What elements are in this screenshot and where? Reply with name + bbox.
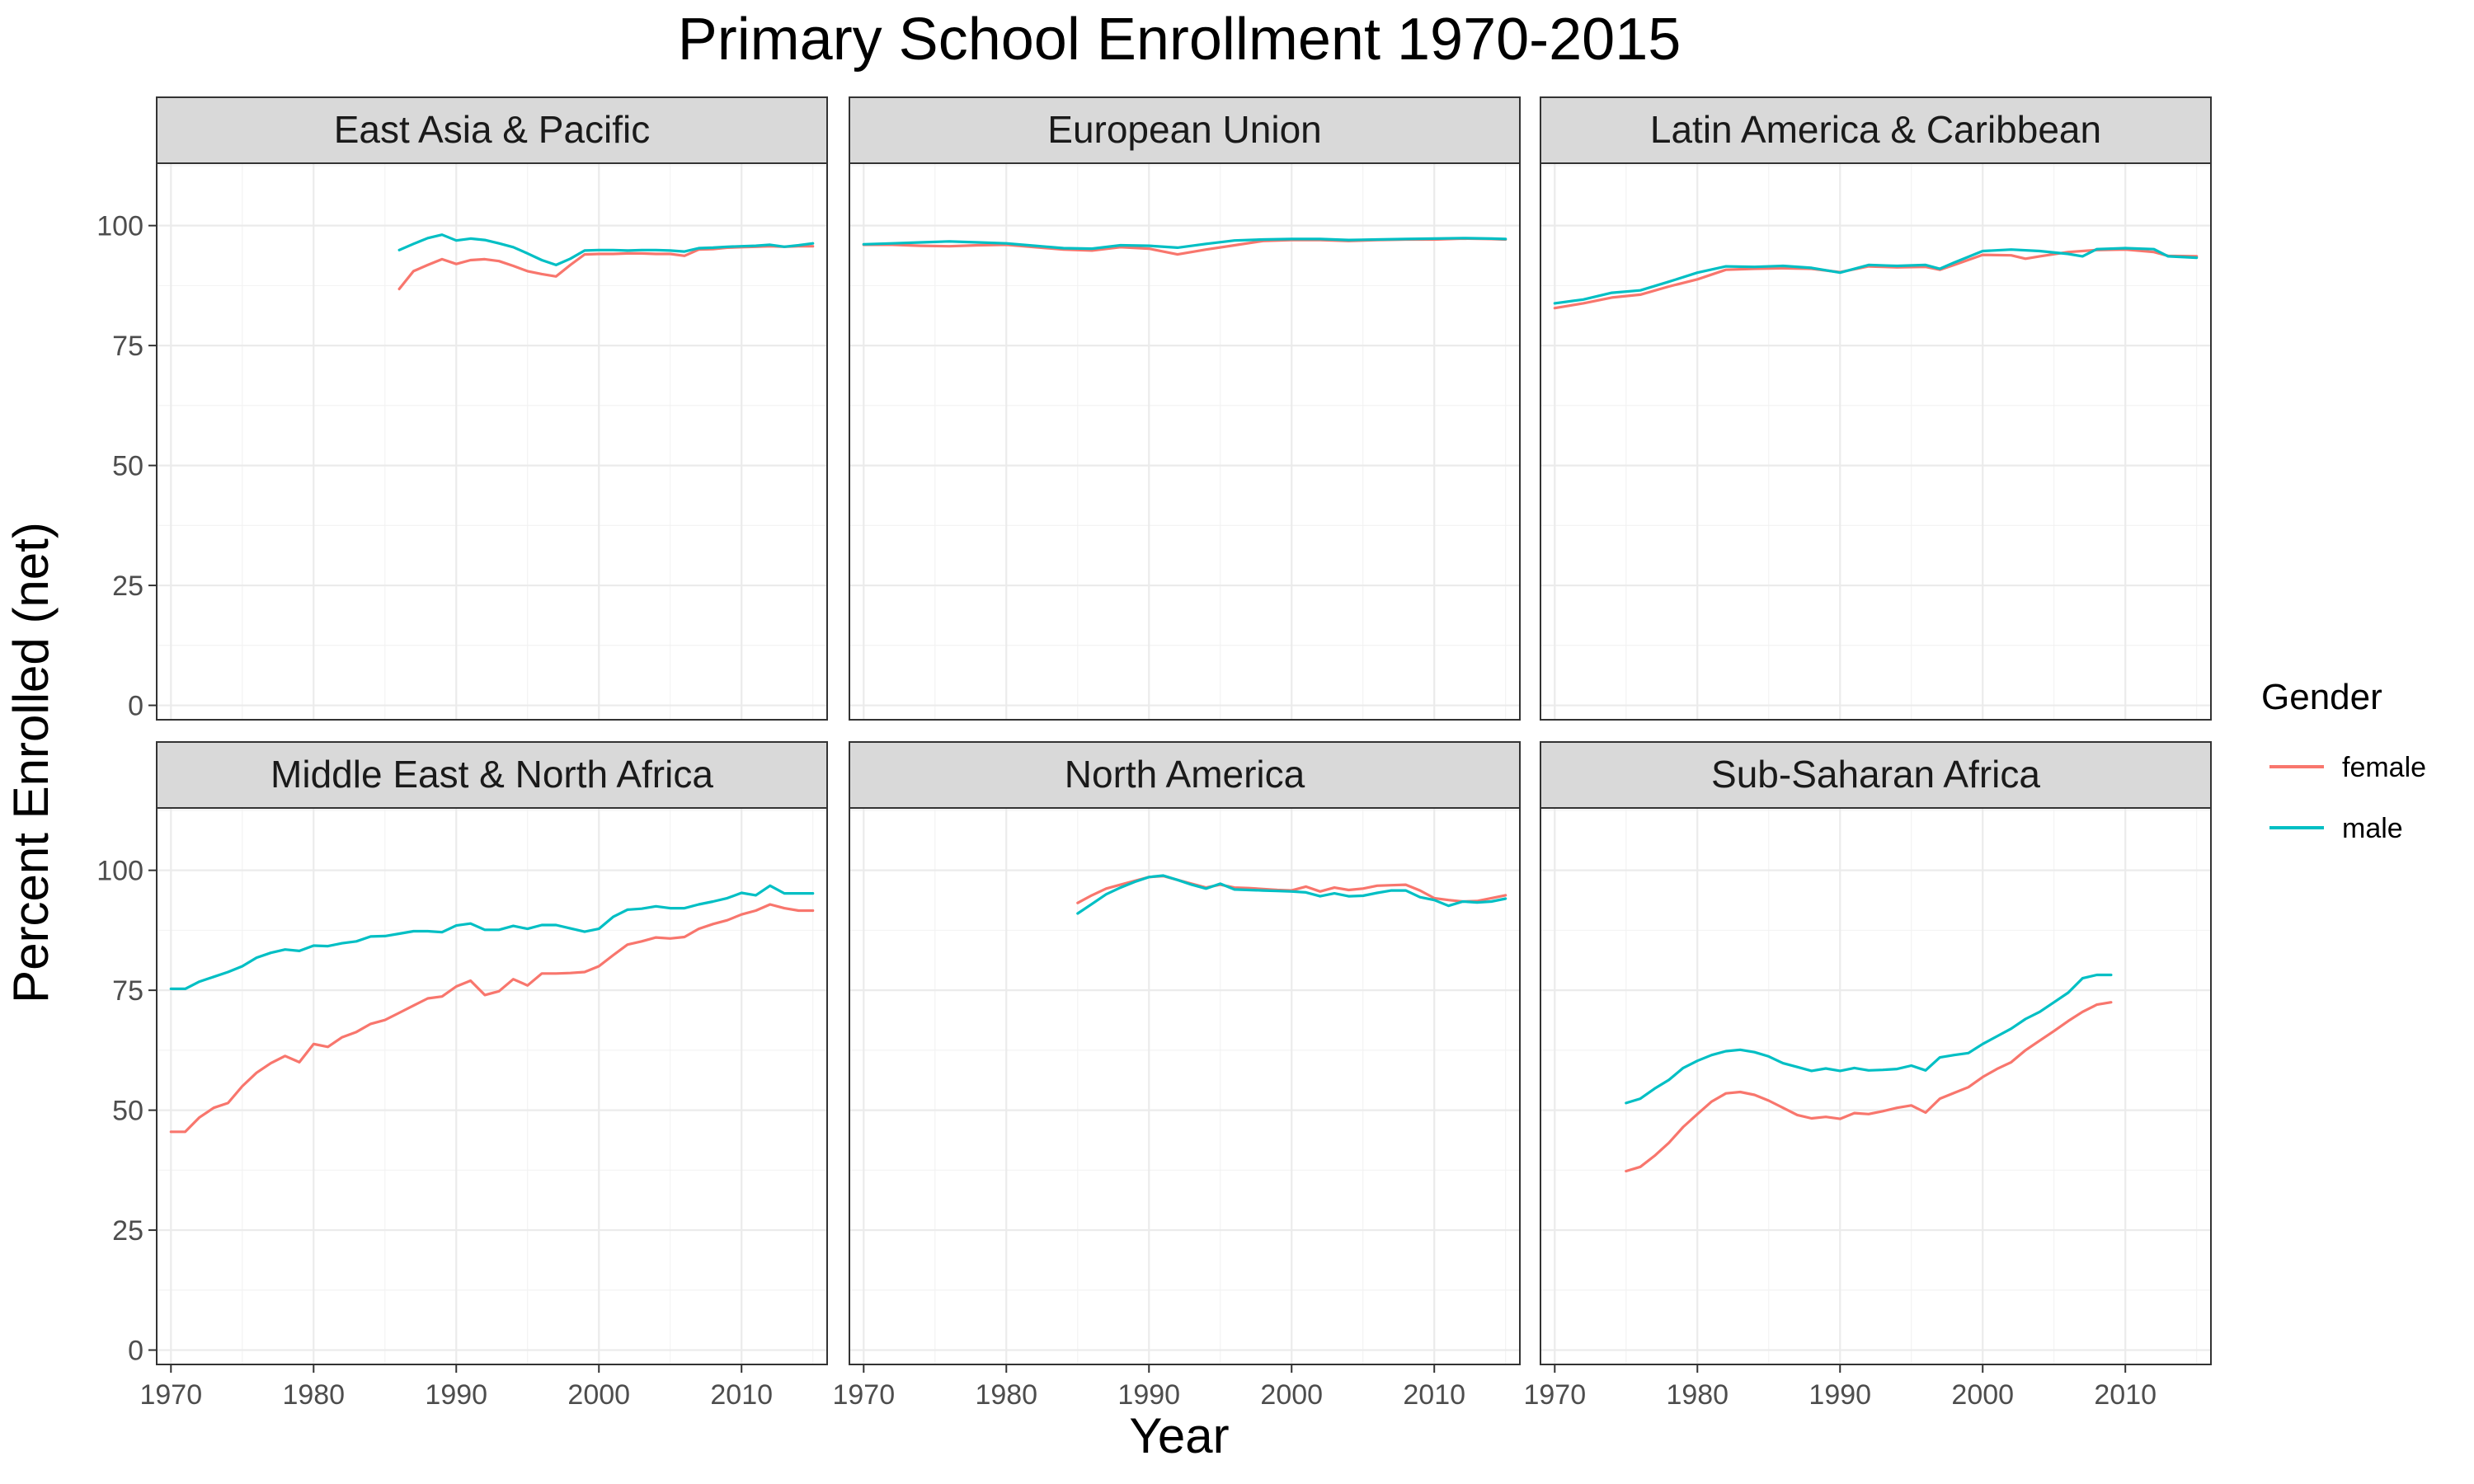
series-line-male <box>1553 247 2199 305</box>
legend-item-female: female <box>2269 752 2426 783</box>
x-tick-label: 1970 <box>832 1379 895 1411</box>
legend-item-male: male <box>2269 813 2403 844</box>
panel-border <box>156 162 828 721</box>
panel-latin-america-caribbean: Latin America & Caribbean <box>1540 96 2212 721</box>
panel-plot-area <box>1540 808 2211 1364</box>
panel-sub-saharan-africa: Sub-Saharan Africa 1970 1980 1990 2000 2010 <box>1523 741 2212 1411</box>
panel-strip <box>1540 97 2211 163</box>
legend-label-female: female <box>2342 752 2426 783</box>
panel-strip <box>157 97 827 163</box>
x-axis-title: Year <box>1129 1408 1229 1463</box>
x-tick-label: 1980 <box>282 1379 345 1411</box>
x-tick-label: 1970 <box>139 1379 202 1411</box>
y-axis-title: Percent Enrolled (net) <box>3 522 59 1003</box>
y-tick-label: 75 <box>112 331 143 362</box>
y-tick-label: 50 <box>112 451 143 482</box>
x-tick-label: 1980 <box>975 1379 1037 1411</box>
panel-strip-label: Latin America & Caribbean <box>1650 108 2101 151</box>
series-line-male <box>1076 874 1507 915</box>
y-tick-label: 100 <box>96 211 143 242</box>
panel-plot-area <box>1540 163 2211 720</box>
x-tick-label: 2010 <box>1403 1379 1465 1411</box>
panel-border <box>1540 807 2212 1365</box>
x-tick-label: 2000 <box>1951 1379 2014 1411</box>
panel-strip <box>849 742 1520 808</box>
legend-title: Gender <box>2261 677 2382 717</box>
panel-east-asia-pacific: East Asia & Pacific 0 25 50 75 100 <box>96 96 828 722</box>
panel-plot-area <box>849 808 1520 1364</box>
panel-european-union: European Union <box>849 96 1521 721</box>
x-tick-label: 1990 <box>1808 1379 1871 1411</box>
series-line-male <box>397 233 815 266</box>
y-tick-label: 50 <box>112 1096 143 1127</box>
panel-border <box>849 807 1521 1365</box>
panel-border <box>156 807 828 1365</box>
panel-strip-label: European Union <box>1047 108 1321 151</box>
y-tick-label: 75 <box>112 975 143 1007</box>
panels: East Asia & Pacific 0 25 50 75 100 European Un… <box>96 96 2212 1411</box>
y-tick-label: 0 <box>128 691 143 722</box>
y-tick-label: 25 <box>112 571 143 602</box>
panel-plot-area <box>157 163 827 720</box>
x-tick-label: 1980 <box>1666 1379 1729 1411</box>
y-tick-label: 25 <box>112 1215 143 1247</box>
panel-border <box>1540 162 2212 721</box>
panel-border <box>849 162 1521 721</box>
panel-strip <box>1540 742 2211 808</box>
series-line-female <box>169 903 815 1134</box>
panel-strip-label: Middle East & North Africa <box>270 753 713 796</box>
x-tick-label: 1990 <box>425 1379 487 1411</box>
panel-strip-label: North America <box>1065 753 1305 796</box>
x-tick-label: 2000 <box>567 1379 630 1411</box>
x-tick-label: 1970 <box>1523 1379 1586 1411</box>
panel-plot-area <box>849 163 1520 720</box>
legend: Gender female male <box>2261 677 2426 844</box>
x-tick-label: 2010 <box>710 1379 773 1411</box>
legend-label-male: male <box>2342 813 2403 844</box>
series-line-male <box>1625 973 2113 1105</box>
panel-north-america: North America 1970 1980 1990 2000 2010 <box>832 741 1521 1411</box>
panel-strip <box>157 742 827 808</box>
x-tick-label: 2000 <box>1260 1379 1323 1411</box>
panel-plot-area <box>157 808 827 1364</box>
x-tick-label: 2010 <box>2094 1379 2157 1411</box>
series-line-male <box>169 884 815 990</box>
x-tick-label: 1990 <box>1117 1379 1180 1411</box>
panel-strip-label: Sub-Saharan Africa <box>1711 753 2040 796</box>
y-tick-label: 0 <box>128 1336 143 1367</box>
panel-strip <box>849 97 1520 163</box>
y-tick-label: 100 <box>96 856 143 887</box>
legend-entries: female male <box>2269 752 2426 844</box>
panel-middle-east-north-africa: Middle East & North Africa 0 25 50 75 100 1970… <box>96 741 828 1411</box>
chart-title: Primary School Enrollment 1970-2015 <box>678 7 1681 73</box>
series-line-female <box>1625 1001 2113 1173</box>
series-line-male <box>862 237 1507 251</box>
panel-strip-label: East Asia & Pacific <box>334 108 651 151</box>
